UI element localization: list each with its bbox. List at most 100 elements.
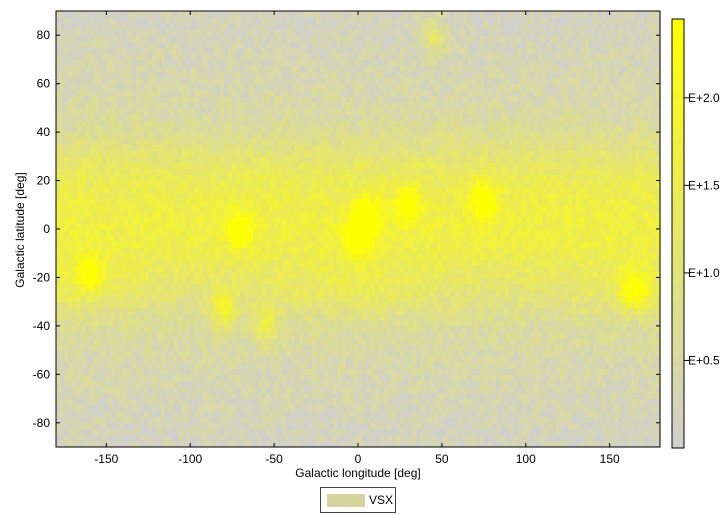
heat-cell	[106, 350, 112, 357]
heat-cell	[639, 241, 644, 248]
heat-cell	[127, 265, 133, 272]
heat-cell	[378, 386, 384, 394]
heat-cell	[576, 404, 581, 412]
heat-cell	[349, 241, 355, 248]
heat-cell	[177, 386, 183, 394]
heat-cell	[173, 283, 179, 291]
heat-cell	[123, 331, 128, 339]
heat-cell	[471, 362, 477, 369]
heat-cell	[219, 325, 225, 333]
heat-cell	[634, 344, 640, 351]
heat-cell	[341, 440, 347, 448]
heat-cell	[555, 253, 560, 260]
heat-cell	[563, 404, 569, 412]
heat-cell	[337, 422, 342, 430]
heat-cell	[454, 392, 460, 400]
heat-cell	[601, 307, 607, 315]
heat-cell	[190, 259, 196, 266]
heat-cell	[177, 410, 183, 418]
heat-cell	[399, 428, 405, 436]
heat-cell	[538, 410, 544, 418]
heat-cell	[529, 295, 535, 303]
heat-cell	[282, 428, 288, 436]
heat-cell	[198, 392, 204, 400]
heat-cell	[429, 259, 435, 266]
heat-cell	[290, 265, 296, 272]
heat-cell	[148, 434, 154, 442]
heat-cell	[194, 259, 200, 266]
heat-cell	[56, 428, 61, 436]
heat-cell	[160, 301, 166, 309]
heat-cell	[160, 428, 166, 436]
heat-cell	[307, 374, 313, 381]
heat-cell	[471, 410, 477, 418]
heat-cell	[441, 325, 447, 333]
heat-cell	[303, 356, 309, 363]
heat-cell	[160, 434, 166, 442]
heat-cell	[399, 434, 405, 442]
heat-cell	[85, 331, 91, 339]
heat-cell	[56, 416, 61, 424]
heat-cell	[500, 368, 506, 375]
heat-cell	[282, 350, 288, 357]
heat-cell	[383, 410, 388, 418]
heat-cell	[378, 277, 384, 285]
heat-cell	[437, 428, 443, 436]
heat-cell	[345, 398, 351, 406]
heat-cell	[211, 368, 216, 375]
heat-cell	[81, 271, 86, 279]
heat-cell	[420, 386, 426, 394]
heat-cell	[190, 440, 196, 448]
heat-cell	[227, 356, 233, 363]
heat-cell	[324, 338, 330, 345]
heat-cell	[248, 380, 254, 388]
heat-cell	[425, 235, 430, 242]
heat-cell	[609, 325, 615, 333]
heat-cell	[441, 241, 447, 248]
heat-cell	[286, 338, 292, 345]
heat-cell	[227, 265, 233, 272]
heat-cell	[127, 241, 133, 248]
heat-cell	[550, 428, 556, 436]
heat-cell	[399, 374, 405, 381]
heat-cell	[584, 368, 590, 375]
heat-cell	[232, 428, 237, 436]
heat-cell	[316, 392, 321, 400]
heat-cell	[626, 247, 632, 254]
heat-cell	[219, 253, 225, 260]
heat-cell	[68, 440, 74, 448]
heat-cell	[504, 313, 510, 321]
heat-cell	[227, 422, 233, 430]
heat-cell	[223, 428, 229, 436]
heat-cell	[362, 362, 367, 369]
heat-cell	[64, 422, 70, 430]
heat-cell	[165, 241, 170, 248]
heat-cell	[211, 350, 216, 357]
heat-cell	[102, 386, 107, 394]
heat-cell	[123, 241, 128, 248]
heat-cell	[190, 338, 196, 345]
heat-cell	[320, 331, 326, 339]
heat-cell	[253, 434, 258, 442]
heat-cell	[358, 434, 363, 442]
heat-cell	[362, 440, 367, 448]
heat-cell	[223, 368, 229, 375]
heat-cell	[446, 313, 451, 321]
heat-cell	[542, 392, 548, 400]
heat-cell	[412, 344, 418, 351]
heat-cell	[609, 362, 615, 369]
heat-cell	[227, 398, 233, 406]
heat-cell	[643, 313, 649, 321]
heat-cell	[374, 398, 380, 406]
heat-cell	[479, 380, 485, 388]
heat-cell	[563, 398, 569, 406]
heat-cell	[362, 338, 367, 345]
heat-cell	[433, 253, 439, 260]
heat-cell	[488, 338, 493, 345]
heat-cell	[500, 422, 506, 430]
heat-cell	[332, 410, 338, 418]
heat-cell	[425, 289, 430, 297]
heat-cell	[416, 313, 422, 321]
heat-cell	[131, 313, 137, 321]
heat-cell	[483, 289, 489, 297]
